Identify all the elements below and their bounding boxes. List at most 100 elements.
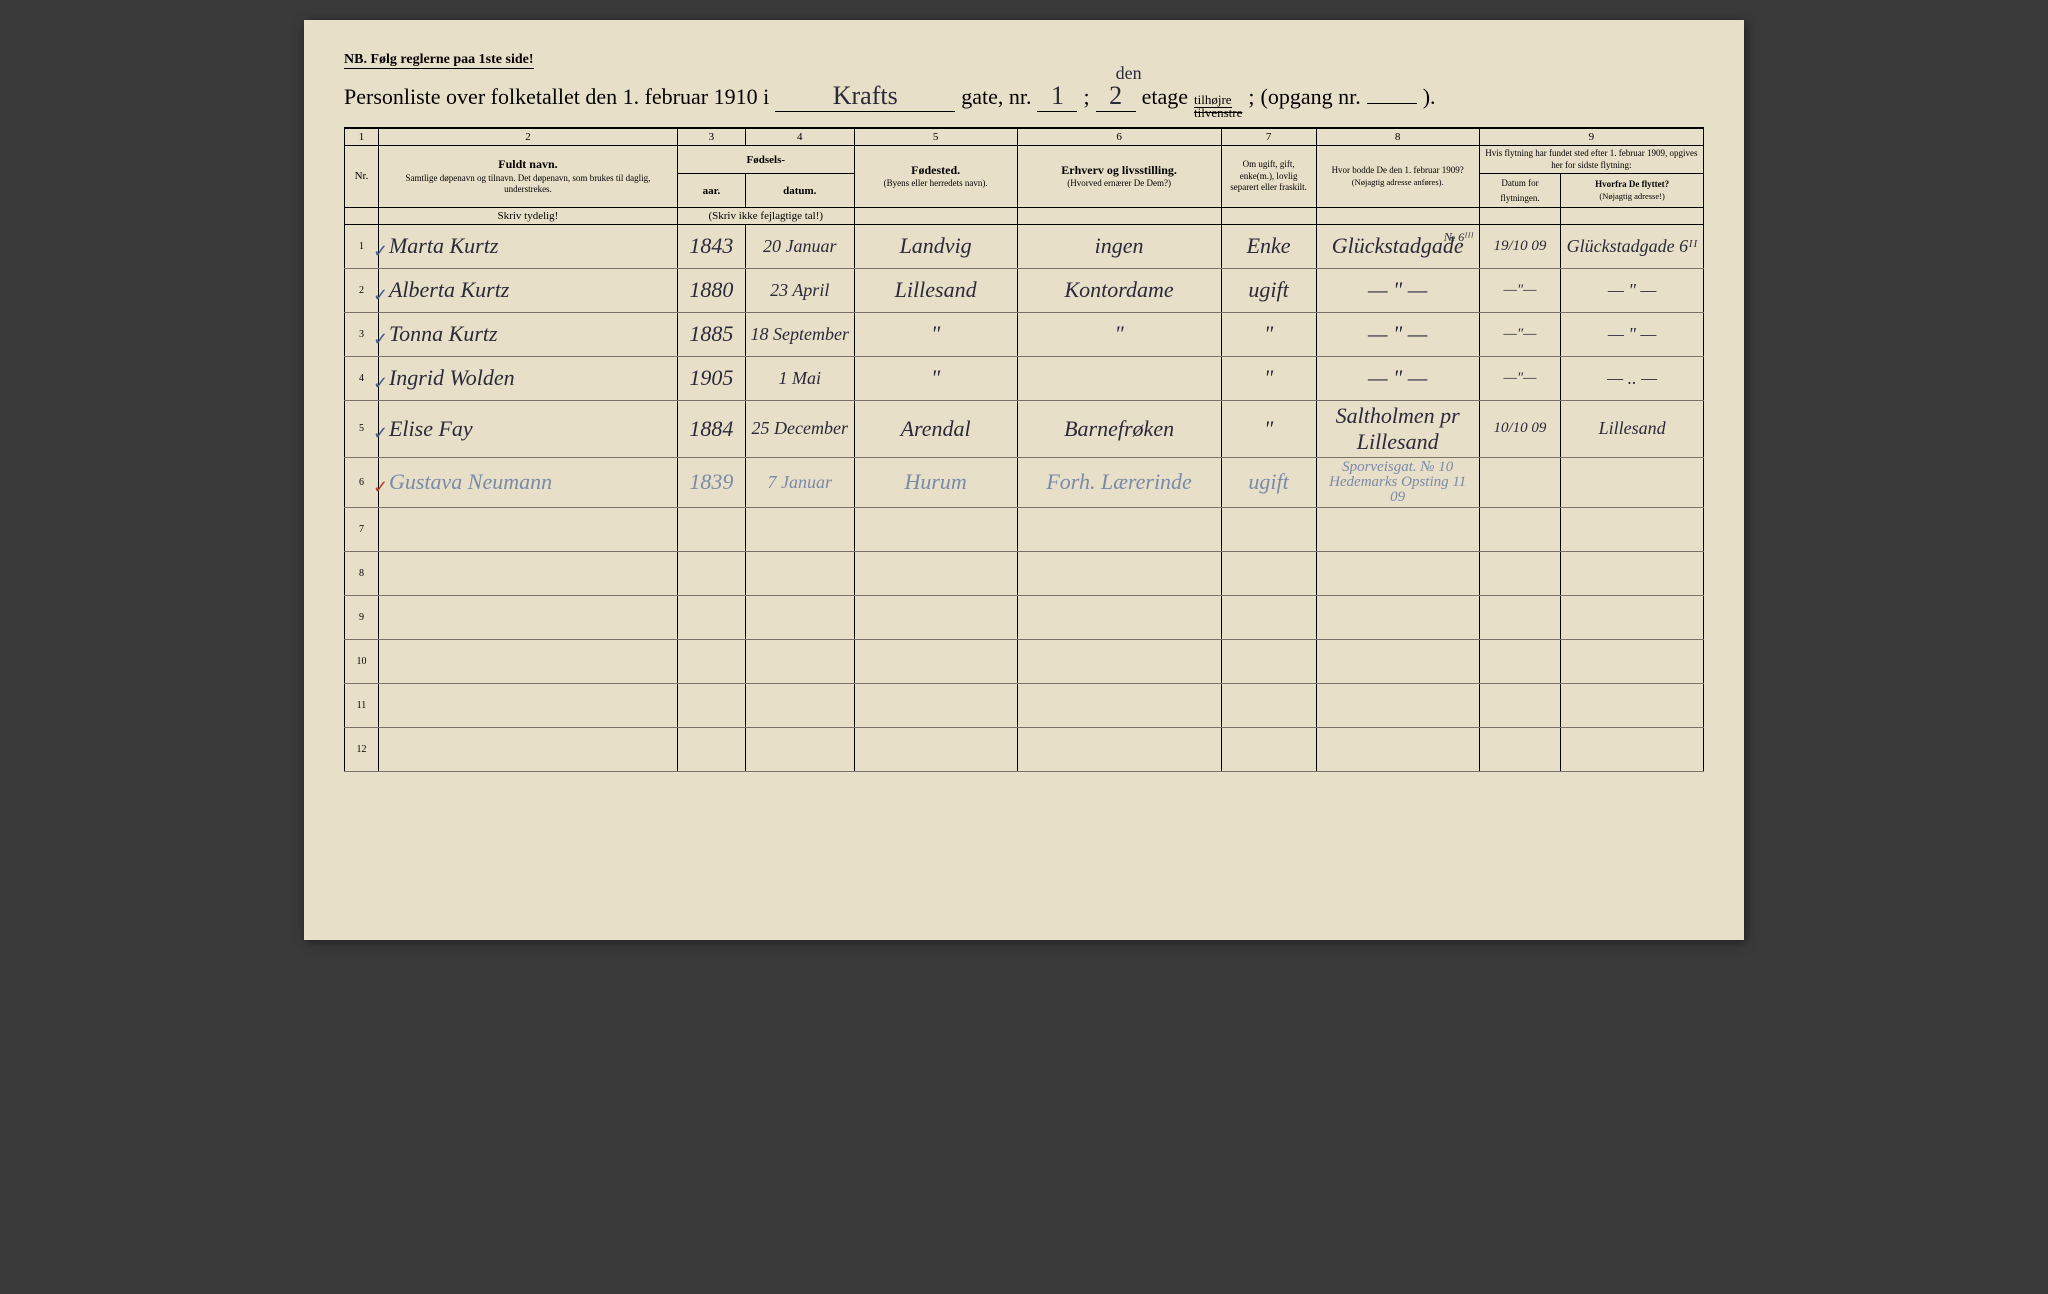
cell-movedate <box>1479 683 1561 727</box>
instr-year: (Skriv ikke fejlagtige tal!) <box>677 207 854 224</box>
blank <box>345 207 379 224</box>
cell-place: Hurum <box>854 457 1017 507</box>
cell-marital <box>1221 507 1316 551</box>
cell-movedate <box>1479 595 1561 639</box>
cell-name: Ingrid Wolden <box>378 356 677 400</box>
cell-date <box>745 595 854 639</box>
cell-nr: 8 <box>345 551 379 595</box>
cell-year: 1839 <box>677 457 745 507</box>
cell-movefrom: Glückstadgade 6ᴵᴵ <box>1561 224 1704 268</box>
cell-movefrom: — " — <box>1561 312 1704 356</box>
cell-movefrom: — " — <box>1561 268 1704 312</box>
cell-place <box>854 639 1017 683</box>
cell-occ: " <box>1017 312 1221 356</box>
cell-marital <box>1221 683 1316 727</box>
cell-marital: Enke <box>1221 224 1316 268</box>
cell-movedate <box>1479 551 1561 595</box>
cell-name <box>378 595 677 639</box>
cell-occ <box>1017 639 1221 683</box>
hdr-name: Fuldt navn. Samtlige døpenavn og tilnavn… <box>378 146 677 208</box>
hdr-fodsels: Fødsels- <box>677 146 854 174</box>
cell-name: Elise Fay <box>378 400 677 457</box>
blank <box>1561 207 1704 224</box>
colnum: 4 <box>745 129 854 146</box>
blank <box>854 207 1017 224</box>
table-row: ✓ 3 Tonna Kurtz 1885 18 September " " " … <box>345 312 1704 356</box>
census-page: NB. Følg reglerne paa 1ste side! Personl… <box>304 20 1744 940</box>
cell-nr: 12 <box>345 727 379 771</box>
cell-date: 25 December <box>745 400 854 457</box>
cell-date: 23 April <box>745 268 854 312</box>
checkmark-icon: ✓ <box>373 285 388 306</box>
cell-occ <box>1017 507 1221 551</box>
nb-instruction: NB. Følg reglerne paa 1ste side! <box>344 52 534 69</box>
table-row: ✓ 1 Marta Kurtz 1843 20 Januar Landvig i… <box>345 224 1704 268</box>
cell-name <box>378 683 677 727</box>
cell-occ <box>1017 595 1221 639</box>
cell-occ: ingen <box>1017 224 1221 268</box>
cell-place <box>854 507 1017 551</box>
cell-occ <box>1017 551 1221 595</box>
cell-name: Tonna Kurtz <box>378 312 677 356</box>
column-numbers-row: 1 2 3 4 5 6 7 8 9 <box>345 129 1704 146</box>
cell-date <box>745 727 854 771</box>
cell-1909: — " — <box>1316 312 1479 356</box>
hdr-movedate: Datum for flytningen. <box>1479 174 1561 208</box>
table-body: ✓ 1 Marta Kurtz 1843 20 Januar Landvig i… <box>345 224 1704 771</box>
cell-place <box>854 551 1017 595</box>
cell-1909 <box>1316 639 1479 683</box>
cell-date <box>745 639 854 683</box>
cell-nr: 10 <box>345 639 379 683</box>
blank <box>1221 207 1316 224</box>
cell-place: Lillesand <box>854 268 1017 312</box>
census-table: 1 2 3 4 5 6 7 8 9 Nr. Fuldt navn. Samtli… <box>344 129 1704 772</box>
colnum: 2 <box>378 129 677 146</box>
cell-marital <box>1221 595 1316 639</box>
colnum: 1 <box>345 129 379 146</box>
blank <box>1017 207 1221 224</box>
cell-name <box>378 639 677 683</box>
cell-place: Arendal <box>854 400 1017 457</box>
checkmark-icon: ✓ <box>373 241 388 262</box>
table-row: 12 <box>345 727 1704 771</box>
cell-movedate <box>1479 639 1561 683</box>
checkmark-icon: ✓ <box>373 423 388 444</box>
cell-movefrom: Lillesand <box>1561 400 1704 457</box>
hdr-aar: aar. <box>677 174 745 208</box>
cell-date: 1 Mai <box>745 356 854 400</box>
cell-1909 <box>1316 683 1479 727</box>
cell-movefrom <box>1561 683 1704 727</box>
cell-1909 <box>1316 595 1479 639</box>
cell-marital: " <box>1221 312 1316 356</box>
table-row: 8 <box>345 551 1704 595</box>
cell-nr: 7 <box>345 507 379 551</box>
cell-occ <box>1017 727 1221 771</box>
hdr-nr: Nr. <box>345 146 379 208</box>
cell-year <box>677 683 745 727</box>
cell-movedate: —"— <box>1479 268 1561 312</box>
colnum: 8 <box>1316 129 1479 146</box>
cell-movefrom <box>1561 507 1704 551</box>
cell-year <box>677 507 745 551</box>
header-row-1: Nr. Fuldt navn. Samtlige døpenavn og til… <box>345 146 1704 174</box>
table-row: ✓ 2 Alberta Kurtz 1880 23 April Lillesan… <box>345 268 1704 312</box>
cell-movedate <box>1479 727 1561 771</box>
cell-date: 7 Januar <box>745 457 854 507</box>
cell-occ: Barnefrøken <box>1017 400 1221 457</box>
cell-year <box>677 595 745 639</box>
title-prefix: Personliste over folketallet den 1. febr… <box>344 84 769 110</box>
cell-movefrom <box>1561 551 1704 595</box>
cell-movedate: —"— <box>1479 356 1561 400</box>
cell-nr: ✓ 4 <box>345 356 379 400</box>
semicolon: ; <box>1083 84 1089 110</box>
hdr-place: Fødested. (Byens eller herredets navn). <box>854 146 1017 208</box>
cell-name: Marta Kurtz <box>378 224 677 268</box>
cell-movedate: 10/10 09 <box>1479 400 1561 457</box>
cell-date: 18 September <box>745 312 854 356</box>
cell-movedate: 19/10 09 <box>1479 224 1561 268</box>
opgang-number <box>1367 103 1417 104</box>
cell-1909 <box>1316 727 1479 771</box>
cell-nr: ✓ 3 <box>345 312 379 356</box>
cell-name: Alberta Kurtz <box>378 268 677 312</box>
checkmark-icon: ✓ <box>373 477 388 498</box>
